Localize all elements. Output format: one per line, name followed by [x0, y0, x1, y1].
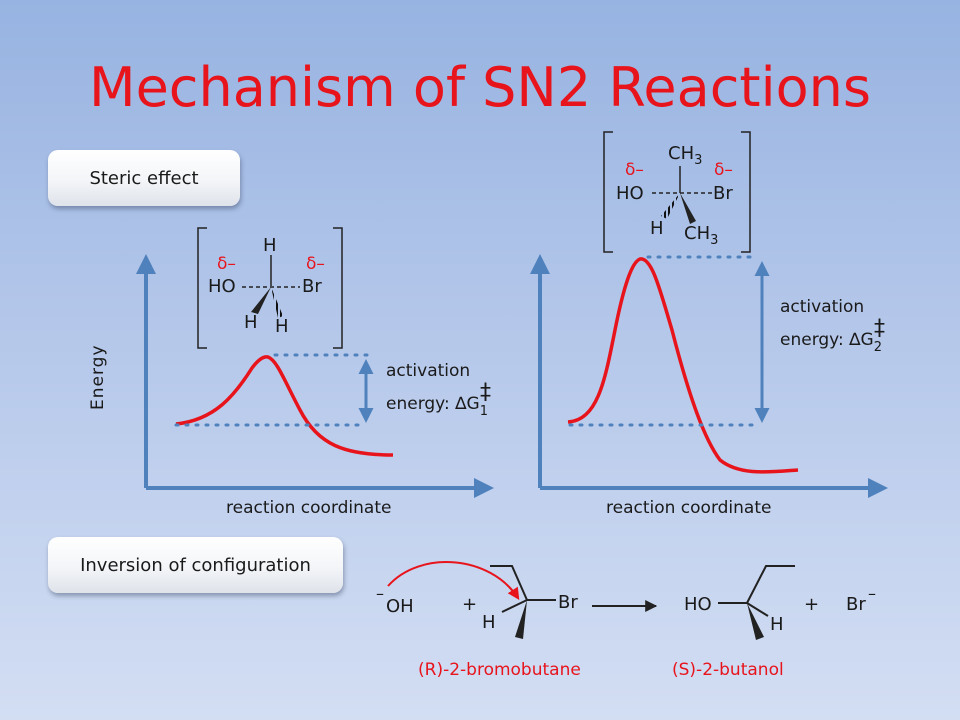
product-methyl-wedge [747, 603, 764, 640]
left-ts-h-bottom-left: H [244, 312, 258, 333]
right-ts-hash [661, 193, 680, 219]
reactant-methyl-wedge [515, 600, 527, 639]
bromide-br: Br [846, 594, 866, 615]
left-energy-curve [175, 355, 394, 457]
left-x-axis-label: reaction coordinate [226, 498, 392, 518]
reactant-ethyl-chain [490, 565, 528, 601]
right-subscript: 2 [873, 340, 882, 355]
reactant-br: Br [558, 592, 578, 613]
right-ts-bracket-right [741, 131, 751, 253]
nucleophile-oh: OH [386, 596, 414, 617]
nucleophile-attack-arrow [387, 561, 520, 601]
nucleophile-charge: – [376, 584, 384, 603]
product-c-h-bond [746, 602, 769, 617]
right-energy-curve [567, 257, 799, 474]
inversion-of-configuration-button[interactable]: Inversion of configuration [48, 537, 343, 593]
left-ts-delta-left: δ– [217, 254, 236, 274]
left-ts-bracket-right [333, 227, 343, 349]
reactant-h: H [482, 612, 496, 633]
left-dagger: ‡ [479, 380, 491, 405]
product-name: (S)-2-butanol [672, 660, 784, 680]
left-ts-br: Br [302, 276, 322, 297]
left-activation-line1: activation [386, 361, 471, 381]
right-activation-line2: energy: ∆G2‡ [780, 316, 885, 355]
right-ts-delta-right: δ– [714, 160, 733, 180]
left-ts-hash [271, 287, 283, 318]
left-ts-top-h: H [263, 235, 277, 256]
left-ts-delta-right: δ– [306, 254, 325, 274]
right-ts-delta-left: δ– [625, 160, 644, 180]
plus-sign-1: + [462, 594, 478, 615]
right-activation-text: activation energy: ∆G2‡ [780, 292, 893, 357]
inversion-label: Inversion of configuration [80, 554, 311, 576]
steric-effect-button[interactable]: Steric effect [48, 150, 240, 206]
left-activation-text: activation energy: ∆G1‡ [386, 356, 499, 421]
right-ts-ho: HO [616, 183, 644, 204]
steric-effect-label: Steric effect [89, 167, 199, 189]
slide-title: Mechanism of SN2 Reactions [88, 56, 872, 119]
product-h: H [770, 614, 784, 635]
bromide-charge: – [868, 584, 876, 603]
left-ts-h-bottom-right: H [275, 316, 289, 337]
right-ts-h-bottom: H [650, 218, 664, 239]
right-ts-top-ch3: CH3 [668, 143, 703, 168]
left-activation-line2: energy: ∆G1‡ [386, 380, 491, 419]
left-subscript: 1 [479, 404, 488, 419]
product-ho: HO [684, 594, 712, 615]
right-ts-br: Br [713, 183, 733, 204]
left-ts-bracket-left [197, 227, 207, 349]
right-ts-ch3-bottom: CH3 [684, 223, 719, 248]
left-y-axis-label: Energy [88, 344, 108, 410]
left-delta-g: ∆G [455, 394, 480, 414]
right-x-axis-label: reaction coordinate [606, 498, 772, 518]
left-ts-ho: HO [208, 276, 236, 297]
right-activation-line1: activation [780, 297, 865, 317]
right-delta-g: ∆G [849, 330, 874, 350]
reactant-c-h-bond [501, 599, 528, 613]
left-ts-wedge [251, 287, 271, 314]
plus-sign-2: + [804, 594, 820, 615]
right-ts-wedge [680, 193, 696, 224]
right-ts-bracket-left [603, 131, 613, 253]
right-dagger: ‡ [873, 316, 885, 341]
product-ethyl-chain [746, 565, 795, 604]
reactant-name: (R)-2-bromobutane [418, 660, 581, 680]
